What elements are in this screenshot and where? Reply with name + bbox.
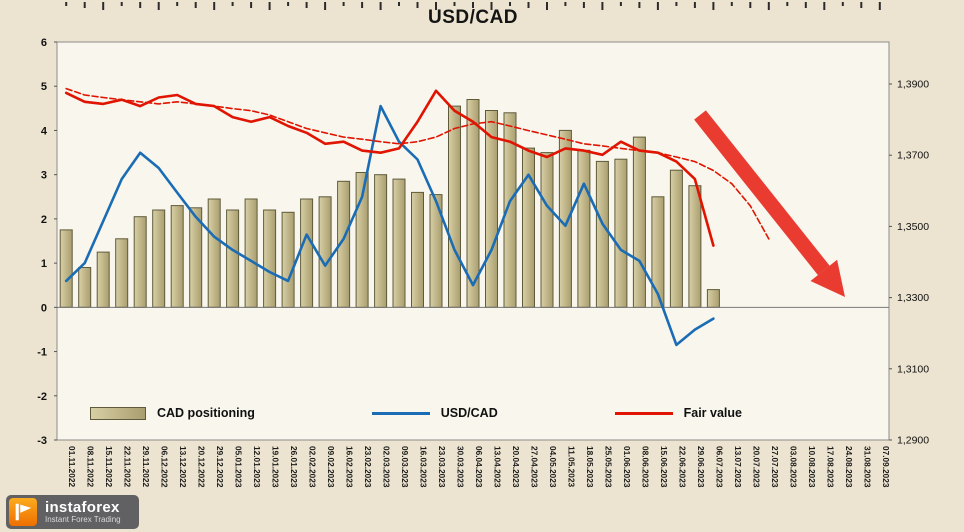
svg-text:08.06.2023: 08.06.2023	[640, 446, 650, 488]
svg-text:25.05.2023: 25.05.2023	[603, 446, 613, 488]
bar-swatch-icon	[90, 406, 146, 420]
svg-text:1,3500: 1,3500	[897, 221, 929, 233]
svg-text:29.06.2023: 29.06.2023	[696, 446, 706, 488]
svg-text:09.03.2023: 09.03.2023	[400, 446, 410, 488]
svg-text:-1: -1	[37, 347, 47, 359]
svg-text:15.11.2022: 15.11.2022	[104, 446, 114, 487]
svg-text:29.11.2022: 29.11.2022	[141, 446, 151, 487]
svg-text:06.12.2022: 06.12.2022	[160, 446, 170, 488]
svg-text:6: 6	[41, 37, 47, 49]
svg-text:1: 1	[41, 258, 47, 270]
svg-text:03.08.2023: 03.08.2023	[788, 446, 798, 488]
svg-text:16.02.2023: 16.02.2023	[345, 446, 355, 488]
logo-text: instaforex Instant Forex Trading	[45, 498, 121, 525]
svg-text:4: 4	[41, 125, 48, 137]
svg-text:01.06.2023: 01.06.2023	[622, 446, 632, 488]
svg-text:07.09.2023: 07.09.2023	[881, 446, 891, 488]
svg-text:05.01.2023: 05.01.2023	[234, 446, 244, 488]
legend-label-usdcad: USD/CAD	[440, 406, 498, 420]
svg-text:09.02.2023: 09.02.2023	[326, 446, 336, 488]
svg-text:22.06.2023: 22.06.2023	[677, 446, 687, 488]
svg-text:27.07.2023: 27.07.2023	[770, 446, 780, 488]
svg-text:1,3300: 1,3300	[897, 292, 929, 304]
chart-legend: CAD positioning USD/CAD Fair value	[90, 406, 742, 420]
svg-text:27.04.2023: 27.04.2023	[530, 446, 540, 488]
svg-text:-2: -2	[37, 391, 47, 403]
blue-line-swatch-icon	[371, 411, 430, 415]
svg-text:1,2900: 1,2900	[897, 435, 929, 447]
svg-text:0: 0	[41, 302, 47, 314]
instaforex-logo-icon	[9, 498, 37, 526]
legend-item-usdcad: USD/CAD	[371, 406, 498, 420]
svg-text:22.11.2022: 22.11.2022	[123, 446, 133, 487]
red-line-swatch-icon	[614, 411, 673, 415]
svg-text:06.07.2023: 06.07.2023	[714, 446, 724, 488]
flag-icon	[15, 503, 32, 521]
svg-text:20.07.2023: 20.07.2023	[751, 446, 761, 488]
svg-text:30.03.2023: 30.03.2023	[456, 446, 466, 488]
brand-name: instaforex	[45, 498, 120, 516]
svg-text:26.01.2023: 26.01.2023	[289, 446, 299, 488]
svg-text:11.05.2023: 11.05.2023	[566, 446, 576, 487]
svg-text:08.11.2022: 08.11.2022	[86, 446, 96, 487]
svg-text:19.01.2023: 19.01.2023	[271, 446, 281, 488]
chart-title: USD/CAD	[427, 7, 519, 28]
svg-text:04.05.2023: 04.05.2023	[548, 446, 558, 488]
svg-text:23.02.2023: 23.02.2023	[363, 446, 373, 488]
svg-text:24.08.2023: 24.08.2023	[844, 446, 854, 488]
svg-text:5: 5	[41, 81, 47, 93]
svg-text:20.12.2022: 20.12.2022	[197, 446, 207, 488]
svg-text:13.12.2022: 13.12.2022	[178, 446, 188, 488]
legend-label-cad-positioning: CAD positioning	[157, 406, 255, 420]
svg-text:13.07.2023: 13.07.2023	[733, 446, 743, 488]
svg-text:18.05.2023: 18.05.2023	[585, 446, 595, 488]
brand-tagline: Instant Forex Trading	[45, 514, 121, 524]
instaforex-watermark: instaforex Instant Forex Trading	[6, 495, 139, 529]
svg-text:02.02.2023: 02.02.2023	[308, 446, 318, 488]
legend-label-fair-value: Fair value	[683, 406, 742, 420]
legend-item-fair-value: Fair value	[614, 406, 742, 420]
svg-text:29.12.2022: 29.12.2022	[215, 446, 225, 488]
svg-text:23.03.2023: 23.03.2023	[437, 446, 447, 488]
svg-text:13.04.2023: 13.04.2023	[493, 446, 503, 488]
svg-text:1,3700: 1,3700	[897, 150, 929, 162]
svg-text:10.08.2023: 10.08.2023	[807, 446, 817, 488]
svg-text:16.03.2023: 16.03.2023	[419, 446, 429, 488]
svg-text:12.01.2023: 12.01.2023	[252, 446, 262, 488]
svg-text:02.03.2023: 02.03.2023	[382, 446, 392, 488]
svg-text:2: 2	[41, 214, 47, 226]
svg-text:06.04.2023: 06.04.2023	[474, 446, 484, 488]
svg-text:1,3100: 1,3100	[897, 363, 929, 375]
svg-text:31.08.2023: 31.08.2023	[862, 446, 872, 488]
svg-text:01.11.2022: 01.11.2022	[67, 446, 77, 487]
svg-text:17.08.2023: 17.08.2023	[825, 446, 835, 488]
legend-item-cad-positioning: CAD positioning	[90, 406, 255, 420]
svg-text:1,3900: 1,3900	[897, 79, 929, 91]
svg-text:15.06.2023: 15.06.2023	[659, 446, 669, 488]
svg-text:20.04.2023: 20.04.2023	[511, 446, 521, 488]
svg-text:3: 3	[41, 170, 47, 182]
svg-text:-3: -3	[37, 435, 47, 447]
